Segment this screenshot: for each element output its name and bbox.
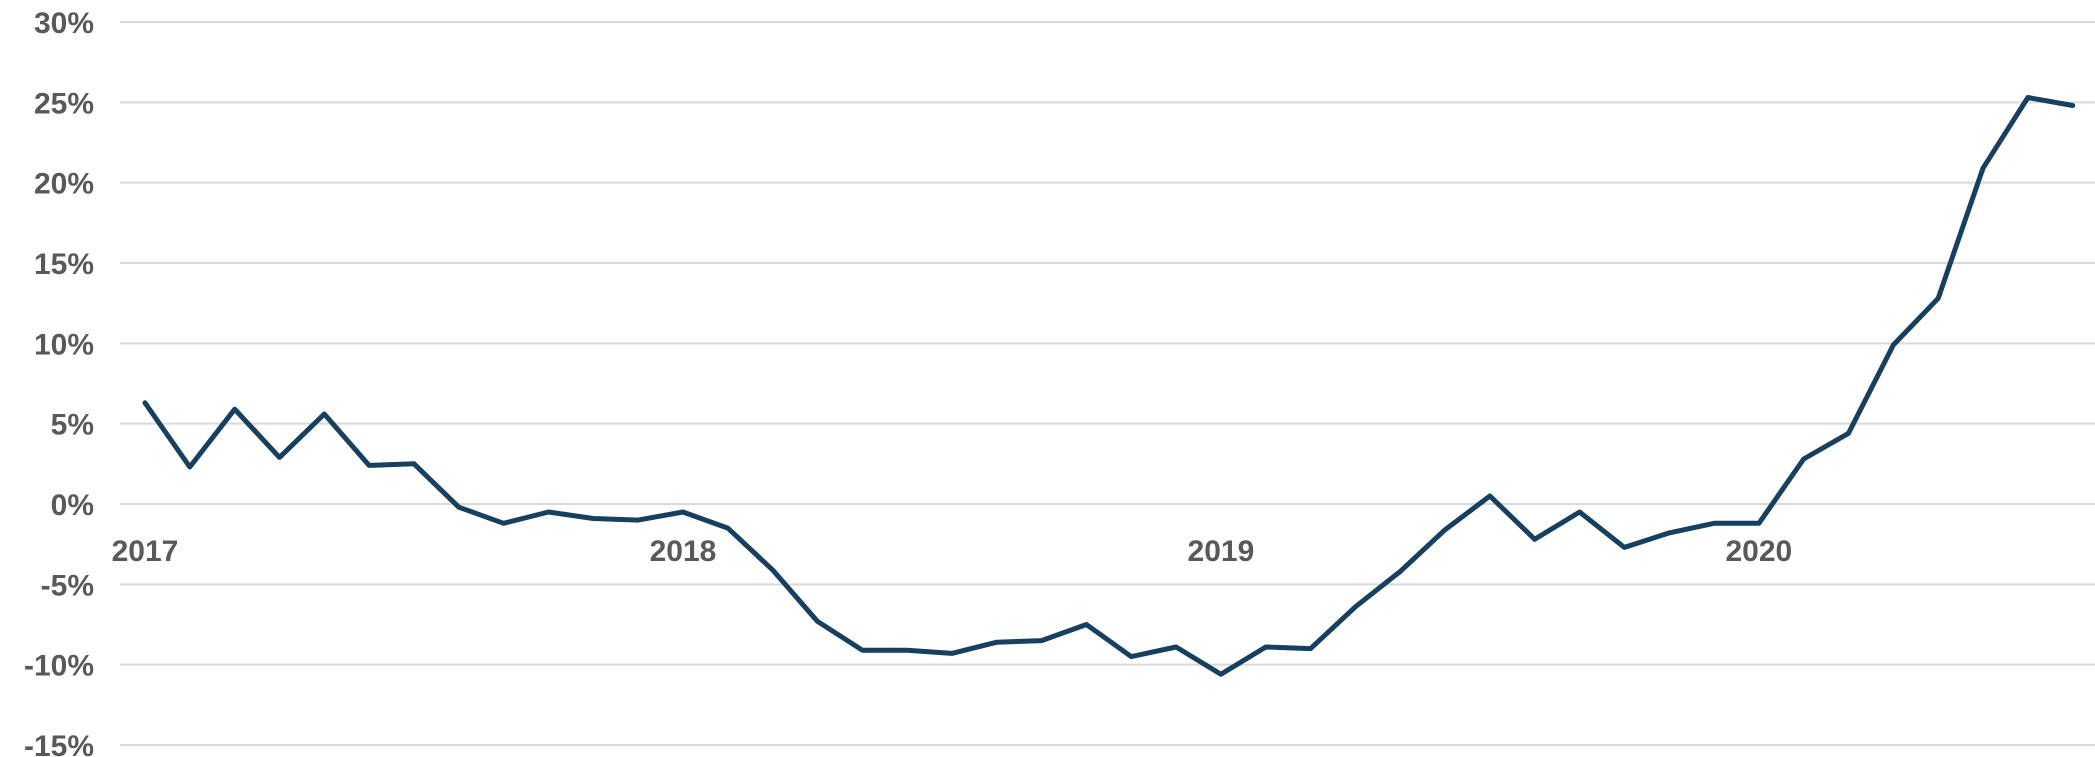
y-tick-label: 5% — [51, 409, 94, 442]
y-tick-label: 30% — [34, 7, 94, 40]
y-tick-label: 25% — [34, 87, 94, 120]
y-axis-labels: 30% 25% 20% 15% 10% 5% 0% -5% -10% -15% — [24, 7, 94, 757]
x-tick-label: 2020 — [1726, 535, 1793, 568]
x-axis-labels: 2017 2018 2019 2020 — [112, 535, 1793, 568]
x-tick-label: 2018 — [650, 535, 717, 568]
y-tick-label: 0% — [51, 489, 94, 522]
y-tick-label: -10% — [24, 650, 94, 683]
series-line — [142, 95, 2076, 677]
gridlines — [120, 21, 2095, 746]
x-tick-label: 2019 — [1188, 535, 1255, 568]
y-tick-label: 10% — [34, 328, 94, 361]
y-tick-label: 20% — [34, 168, 94, 201]
series-layer — [142, 95, 2076, 677]
y-tick-label: 15% — [34, 248, 94, 281]
y-tick-label: -5% — [41, 569, 94, 602]
x-tick-label: 2017 — [112, 535, 179, 568]
y-tick-label: -15% — [24, 730, 94, 757]
